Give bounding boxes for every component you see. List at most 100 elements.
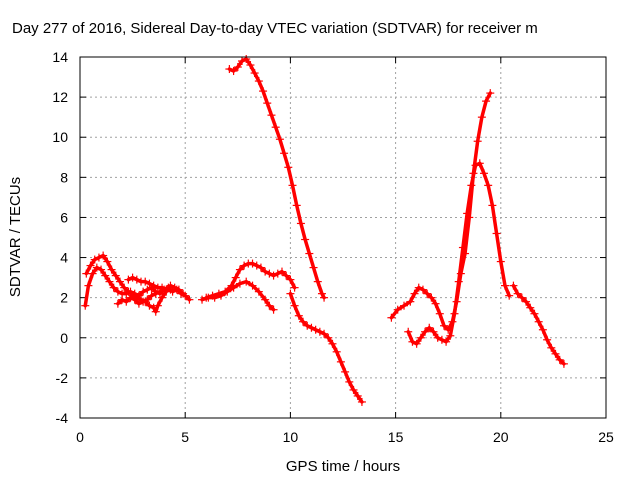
- data-point: [404, 327, 413, 336]
- data-point: [259, 87, 268, 96]
- x-tick-label: 5: [181, 429, 189, 445]
- series-line: [288, 291, 364, 404]
- data-point: [332, 347, 341, 356]
- data-point: [433, 333, 442, 342]
- data-point: [202, 293, 211, 302]
- data-point: [263, 99, 272, 108]
- data-point: [303, 321, 312, 330]
- data-point: [425, 323, 434, 332]
- data-point: [513, 289, 522, 298]
- data-point: [185, 295, 194, 304]
- y-tick-label: 2: [60, 290, 68, 306]
- data-point: [408, 337, 417, 346]
- data-point: [501, 281, 510, 290]
- data-point: [143, 295, 152, 304]
- series-track-h: [225, 55, 329, 302]
- data-point: [307, 323, 316, 332]
- x-tick-label: 10: [283, 429, 299, 445]
- data-point: [109, 283, 118, 292]
- data-point: [166, 285, 175, 294]
- data-point: [282, 271, 291, 280]
- data-point: [280, 149, 289, 158]
- data-point: [229, 67, 238, 76]
- data-point: [412, 339, 421, 348]
- data-point: [555, 355, 564, 364]
- data-point: [406, 297, 415, 306]
- data-point: [134, 299, 143, 308]
- data-point: [113, 299, 122, 308]
- data-point: [145, 279, 154, 288]
- data-point: [225, 65, 234, 74]
- data-point: [482, 97, 491, 106]
- data-point: [309, 263, 318, 272]
- data-point: [115, 277, 124, 286]
- data-point: [101, 271, 110, 280]
- series-track-g: [286, 289, 366, 406]
- data-point: [559, 359, 568, 368]
- data-point: [124, 275, 133, 284]
- data-point: [492, 229, 501, 238]
- data-point: [242, 277, 251, 286]
- data-point: [242, 55, 251, 64]
- data-point: [284, 163, 293, 172]
- data-point: [416, 333, 425, 342]
- data-point: [526, 303, 535, 312]
- data-point: [254, 287, 263, 296]
- data-point: [275, 135, 284, 144]
- data-point: [174, 285, 183, 294]
- data-point: [324, 333, 333, 342]
- data-point: [139, 297, 148, 306]
- data-point: [320, 293, 329, 302]
- data-point: [235, 279, 244, 288]
- data-point: [296, 219, 305, 228]
- series-line: [406, 161, 511, 346]
- y-tick-label: -2: [56, 370, 69, 386]
- data-point: [471, 161, 480, 170]
- data-point: [124, 287, 133, 296]
- data-point: [97, 265, 106, 274]
- data-point: [254, 77, 263, 86]
- data-point: [277, 267, 286, 276]
- data-point: [107, 265, 116, 274]
- data-point: [252, 261, 261, 270]
- y-tick-label: 4: [60, 250, 68, 266]
- data-point: [261, 295, 270, 304]
- x-tick-label: 25: [598, 429, 614, 445]
- data-point: [147, 291, 156, 300]
- data-point: [111, 271, 120, 280]
- data-point: [486, 89, 495, 98]
- data-point: [86, 261, 95, 270]
- data-point: [265, 269, 274, 278]
- data-point: [208, 291, 217, 300]
- data-point: [145, 301, 154, 310]
- data-point: [82, 269, 91, 278]
- data-point: [427, 293, 436, 302]
- data-point: [439, 321, 448, 330]
- data-point: [488, 201, 497, 210]
- data-point: [410, 289, 419, 298]
- data-point: [214, 289, 223, 298]
- x-tick-label: 15: [388, 429, 404, 445]
- data-point: [429, 327, 438, 336]
- data-point: [158, 283, 167, 292]
- data-point: [261, 267, 270, 276]
- data-point: [139, 287, 148, 296]
- data-point: [158, 293, 167, 302]
- data-point: [387, 313, 396, 322]
- series-track-f: [202, 259, 299, 302]
- data-point: [336, 357, 345, 366]
- data-point: [467, 181, 476, 190]
- y-axis-label: SDTVAR / TECUs: [7, 177, 24, 297]
- plot-frame: [79, 56, 607, 419]
- data-point: [149, 303, 158, 312]
- data-point: [450, 309, 459, 318]
- data-point: [454, 277, 463, 286]
- data-point: [475, 159, 484, 168]
- y-tick-label: 6: [60, 209, 68, 225]
- data-point: [153, 301, 162, 310]
- data-point: [92, 263, 101, 272]
- data-point: [473, 137, 482, 146]
- data-point: [400, 301, 409, 310]
- data-point: [231, 273, 240, 282]
- data-point: [90, 255, 99, 264]
